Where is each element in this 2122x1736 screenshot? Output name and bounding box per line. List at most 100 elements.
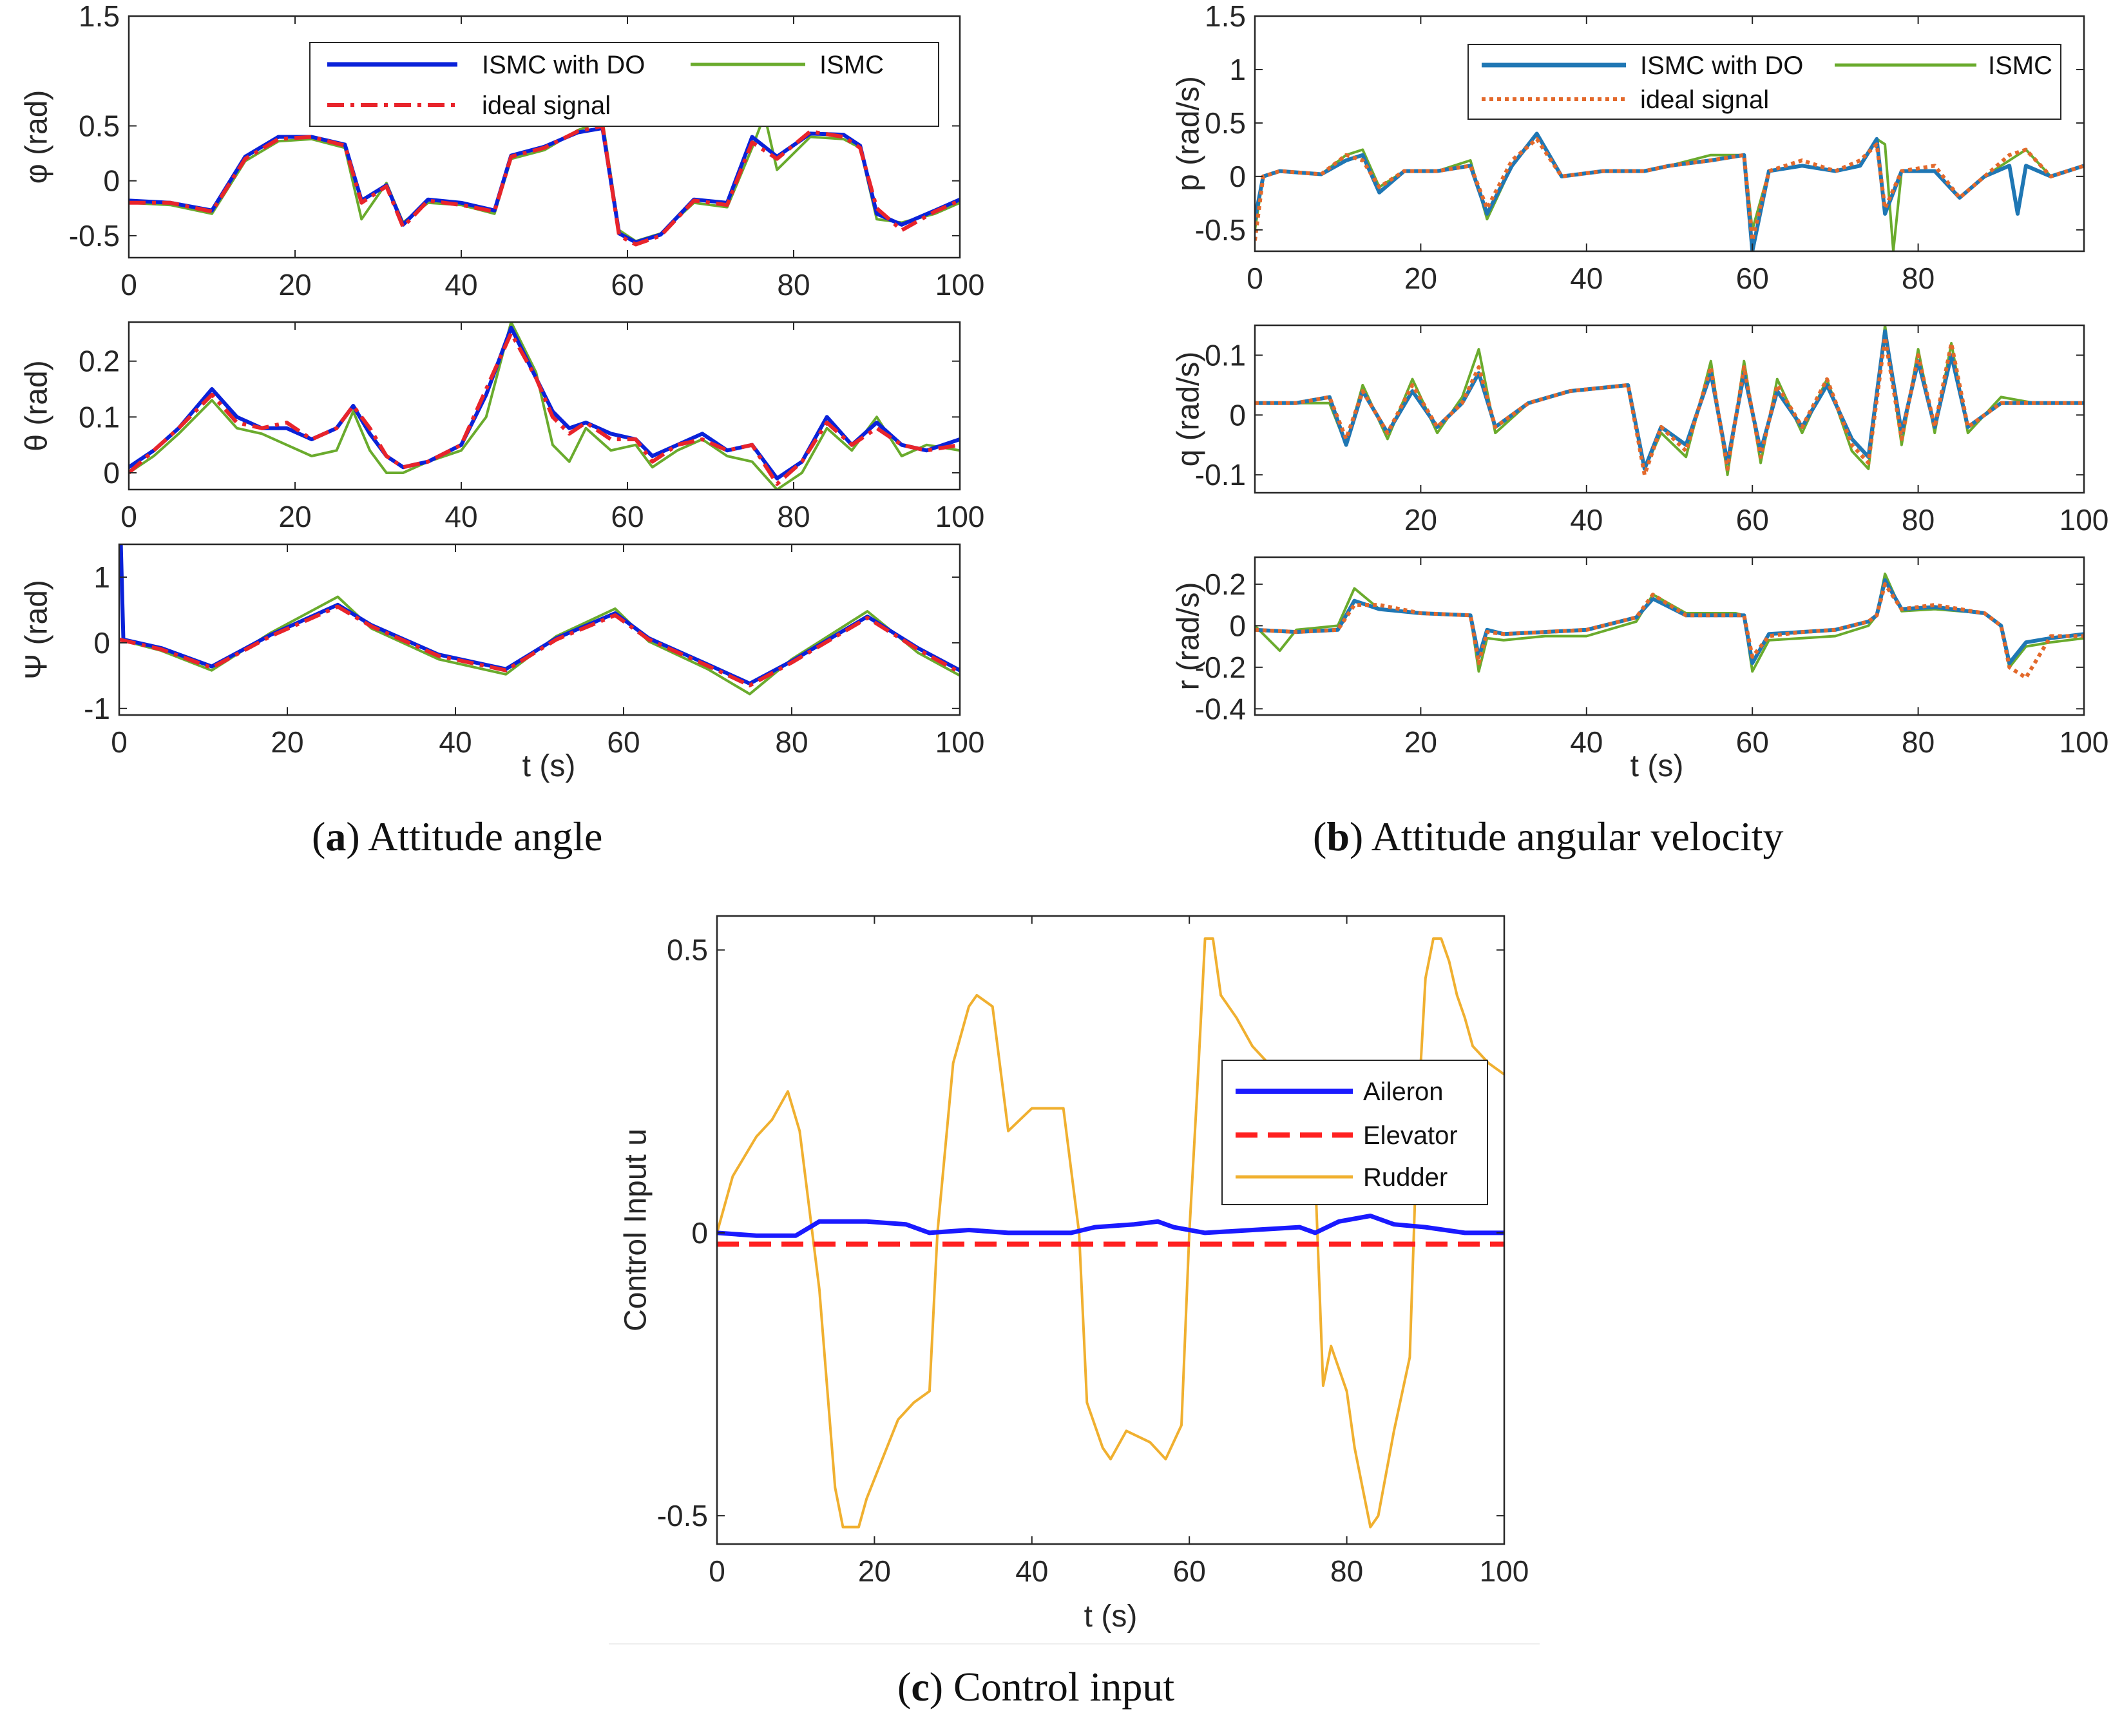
caption-c: (c) Control input xyxy=(897,1664,1175,1710)
y-tick-label-p: 1.5 xyxy=(1205,0,1246,33)
x-tick-label-u: 60 xyxy=(1173,1554,1206,1588)
x-tick-label-r: 20 xyxy=(1404,725,1437,759)
y-tick-label-p: 0.5 xyxy=(1205,106,1246,140)
legend-a-ideal-label: ideal signal xyxy=(482,91,611,120)
x-tick-label-theta: 80 xyxy=(777,500,810,533)
x-tick-label-psi: 80 xyxy=(775,725,808,759)
y-tick-label-u: -0.5 xyxy=(657,1499,708,1532)
legend-c-elevator-label: Elevator xyxy=(1363,1121,1458,1150)
x-tick-label-psi: 0 xyxy=(111,725,128,759)
series-line-psi-ideal-signal xyxy=(119,604,960,688)
x-tick-label-p: 20 xyxy=(1404,262,1437,295)
axes-frame-phi xyxy=(128,15,961,259)
y-tick-label-u: 0.5 xyxy=(667,933,708,967)
axes-frame-q xyxy=(1254,324,2085,494)
y-tick-label-theta: 0 xyxy=(103,456,120,490)
y-tick-label-psi: -1 xyxy=(84,692,110,725)
caption-c-letter: c xyxy=(911,1664,930,1710)
legend-c: Aileron Elevator Rudder xyxy=(1221,1060,1488,1205)
legend-a-box xyxy=(309,42,939,127)
legend-c-rudder-label: Rudder xyxy=(1363,1163,1448,1192)
legend-b-ismc-label: ISMC xyxy=(1988,52,2052,80)
legend-a: ISMC with DO ISMC ideal signal xyxy=(309,42,939,127)
y-axis-label-r: r (rad/s) xyxy=(1172,582,1206,691)
x-tick-label-u: 40 xyxy=(1015,1554,1048,1588)
legend-c-box xyxy=(1221,1060,1488,1205)
y-tick-label-r: 0.2 xyxy=(1205,568,1246,601)
y-tick-label-p: -0.5 xyxy=(1195,213,1246,247)
x-tick-label-u: 20 xyxy=(858,1554,891,1588)
caption-b-text: Attitude angular velocity xyxy=(1371,814,1784,859)
series-line-q-ideal-signal xyxy=(1255,335,2084,477)
y-tick-label-r: -0.4 xyxy=(1195,692,1246,725)
x-tick-label-p: 80 xyxy=(1902,262,1935,295)
axes-frame-psi xyxy=(118,543,961,716)
y-axis-label-q: q (rad/s) xyxy=(1172,352,1206,467)
y-tick-label-q: 0.1 xyxy=(1205,338,1246,372)
legend-b-ismc-do-label: ISMC with DO xyxy=(1640,52,1803,80)
legend-b-box xyxy=(1467,44,2061,120)
plot-area-psi xyxy=(119,544,960,715)
legend-a-ismc-do-label: ISMC with DO xyxy=(482,51,645,79)
y-tick-label-phi: 1.5 xyxy=(79,0,120,33)
caption-a-letter: a xyxy=(325,814,347,859)
caption-b-letter: b xyxy=(1326,814,1350,859)
x-tick-label-u: 100 xyxy=(1480,1554,1529,1588)
chart-theta: 0 20 40 60 80 100 0 0.1 0.2 θ (rad) xyxy=(20,321,985,533)
x-tick-label-phi: 0 xyxy=(120,268,137,301)
x-tick-label-r: 60 xyxy=(1736,725,1769,759)
series-line-u-rudder xyxy=(717,937,1504,1529)
caption-c-text: Control input xyxy=(953,1664,1175,1710)
y-tick-label-r: 0 xyxy=(1229,609,1246,642)
x-tick-label-q: 60 xyxy=(1736,503,1769,537)
x-tick-label-p: 60 xyxy=(1736,262,1769,295)
axes-frame-theta xyxy=(128,321,961,491)
x-tick-label-p: 40 xyxy=(1570,262,1603,295)
x-tick-label-phi: 20 xyxy=(278,268,311,301)
series-line-r-ideal-signal xyxy=(1255,582,2084,680)
y-tick-label-psi: 0 xyxy=(93,626,110,660)
caption-a-text: Attitude angle xyxy=(368,814,603,859)
series-line-p-ideal-signal xyxy=(1255,137,2084,243)
x-tick-label-r: 80 xyxy=(1902,725,1935,759)
plot-area-u xyxy=(717,916,1504,1544)
y-tick-label-u: 0 xyxy=(691,1216,708,1250)
legend-b: ISMC with DO ISMC ideal signal xyxy=(1467,44,2061,120)
legend-a-ismc-label: ISMC xyxy=(819,51,884,79)
y-tick-label-p: 1 xyxy=(1229,53,1246,86)
y-tick-label-theta: 0.1 xyxy=(79,400,120,434)
x-tick-label-phi: 80 xyxy=(777,268,810,301)
x-tick-label-r: 40 xyxy=(1570,725,1603,759)
x-tick-label-phi: 60 xyxy=(611,268,644,301)
y-tick-label-theta: 0.2 xyxy=(79,345,120,378)
x-tick-label-q: 80 xyxy=(1902,503,1935,537)
x-axis-label-u: t (s) xyxy=(1084,1599,1138,1634)
y-tick-label-q: -0.1 xyxy=(1195,458,1246,491)
axes-frame-u xyxy=(716,915,1505,1545)
x-axis-label-r: t (s) xyxy=(1630,749,1684,783)
y-tick-label-p: 0 xyxy=(1229,160,1246,193)
x-tick-label-r: 100 xyxy=(2060,725,2109,759)
y-tick-label-phi: -0.5 xyxy=(69,219,120,253)
legend-c-aileron-label: Aileron xyxy=(1363,1078,1444,1106)
y-axis-label-phi: φ (rad) xyxy=(20,90,54,184)
x-tick-label-q: 100 xyxy=(2060,503,2109,537)
y-tick-label-phi: 0.5 xyxy=(79,109,120,142)
plot-area-r xyxy=(1255,557,2084,715)
x-tick-label-q: 20 xyxy=(1404,503,1437,537)
y-tick-label-phi: 0 xyxy=(103,164,120,198)
y-axis-label-theta: θ (rad) xyxy=(20,360,54,451)
x-tick-label-psi: 60 xyxy=(607,725,640,759)
x-tick-label-phi: 100 xyxy=(935,268,985,301)
x-tick-label-psi: 100 xyxy=(935,725,985,759)
x-tick-label-theta: 0 xyxy=(120,500,137,533)
series-line-u-aileron xyxy=(717,1214,1504,1238)
legend-b-ideal-label: ideal signal xyxy=(1640,86,1769,114)
x-tick-label-theta: 100 xyxy=(935,500,985,533)
x-tick-label-q: 40 xyxy=(1570,503,1603,537)
chart-r: 20 40 60 80 100 -0.4 -0.2 0 0.2r (rad/s) t (s) xyxy=(1172,556,2109,783)
x-tick-label-theta: 20 xyxy=(278,500,311,533)
series-line-theta-ismc xyxy=(129,322,960,490)
